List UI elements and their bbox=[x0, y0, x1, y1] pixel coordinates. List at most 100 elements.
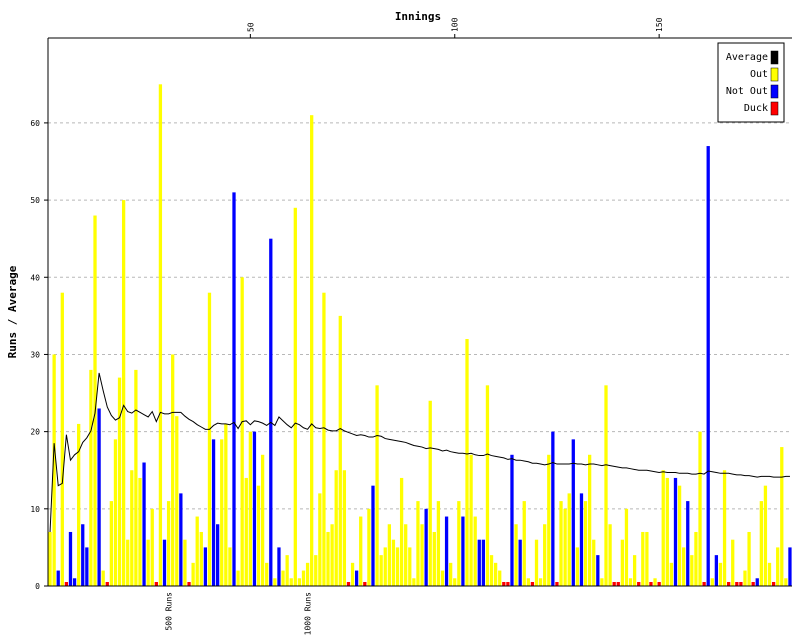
bar-innings-31 bbox=[171, 354, 175, 586]
bar-innings-134 bbox=[592, 539, 596, 586]
bar-innings-42 bbox=[216, 524, 220, 586]
y-tick-label-30: 30 bbox=[30, 350, 40, 359]
bar-innings-1 bbox=[48, 531, 52, 586]
bar-innings-97 bbox=[440, 570, 445, 586]
bar-innings-52 bbox=[256, 485, 261, 586]
bar-innings-167 bbox=[726, 582, 731, 586]
bar-innings-126 bbox=[559, 501, 563, 586]
bar-innings-117 bbox=[522, 501, 526, 586]
bar-innings-85 bbox=[391, 539, 396, 586]
bar-innings-101 bbox=[457, 501, 461, 586]
bar-innings-33 bbox=[179, 493, 183, 586]
bar-innings-112 bbox=[502, 582, 506, 586]
bar-innings-48 bbox=[240, 277, 244, 586]
bar-innings-160 bbox=[698, 431, 702, 586]
bar-innings-107 bbox=[481, 539, 486, 586]
y-tick-label-0: 0 bbox=[35, 582, 40, 591]
bar-innings-139 bbox=[612, 582, 616, 586]
bar-innings-99 bbox=[449, 562, 453, 586]
bar-innings-79 bbox=[367, 508, 371, 586]
bar-innings-164 bbox=[714, 555, 719, 586]
legend-label-out: Out bbox=[750, 69, 768, 80]
bar-innings-53 bbox=[260, 454, 265, 586]
bar-innings-86 bbox=[395, 547, 400, 586]
bar-innings-87 bbox=[399, 477, 404, 586]
bar-innings-77 bbox=[359, 516, 363, 586]
bar-innings-152 bbox=[665, 477, 669, 586]
y-tick-label-20: 20 bbox=[30, 428, 40, 437]
bar-innings-166 bbox=[722, 470, 727, 586]
bar-innings-174 bbox=[755, 578, 759, 586]
bar-innings-122 bbox=[543, 524, 547, 586]
bar-innings-91 bbox=[416, 501, 420, 586]
bar-innings-165 bbox=[718, 562, 723, 586]
legend-label-not-out: Not Out bbox=[726, 86, 768, 97]
legend-swatch-out bbox=[770, 67, 779, 82]
bar-innings-106 bbox=[477, 539, 481, 586]
bar-innings-100 bbox=[453, 578, 457, 586]
bar-innings-111 bbox=[498, 570, 502, 586]
bar-innings-105 bbox=[473, 516, 477, 586]
bar-innings-128 bbox=[567, 493, 571, 586]
bar-innings-36 bbox=[191, 562, 195, 586]
bar-innings-181 bbox=[784, 578, 788, 586]
bar-innings-171 bbox=[743, 570, 747, 586]
bar-innings-43 bbox=[220, 439, 224, 586]
bar-innings-121 bbox=[538, 578, 543, 586]
bar-innings-162 bbox=[706, 146, 710, 586]
bar-innings-30 bbox=[166, 501, 171, 586]
bar-innings-66 bbox=[314, 555, 318, 586]
bar-innings-60 bbox=[289, 578, 293, 586]
y-tick-label-50: 50 bbox=[30, 196, 40, 205]
bar-innings-38 bbox=[199, 531, 203, 586]
bar-innings-68 bbox=[322, 292, 326, 586]
bar-innings-140 bbox=[616, 582, 620, 586]
bar-innings-96 bbox=[436, 501, 441, 586]
bar-innings-90 bbox=[412, 578, 416, 586]
bar-innings-27 bbox=[154, 582, 158, 586]
bar-innings-147 bbox=[645, 531, 649, 586]
bar-innings-172 bbox=[747, 531, 751, 586]
bar-innings-170 bbox=[739, 582, 743, 586]
bar-innings-182 bbox=[788, 547, 792, 586]
bar-innings-50 bbox=[248, 431, 252, 586]
bar-innings-20 bbox=[126, 539, 130, 586]
bar-innings-83 bbox=[383, 547, 387, 586]
milestone-labels: 500 Runs 1000 Runs bbox=[165, 592, 313, 636]
bar-innings-89 bbox=[408, 547, 412, 586]
legend-swatch-average bbox=[770, 50, 779, 65]
bar-innings-46 bbox=[232, 192, 236, 586]
bar-innings-178 bbox=[771, 582, 776, 586]
bar-innings-157 bbox=[686, 501, 690, 586]
bar-innings-8 bbox=[77, 423, 81, 586]
milestone-label-1: 500 Runs bbox=[165, 592, 174, 631]
legend-swatch-not-out bbox=[770, 84, 779, 99]
bar-innings-176 bbox=[763, 485, 768, 586]
bar-innings-54 bbox=[265, 562, 269, 586]
bar-innings-113 bbox=[506, 582, 510, 586]
legend-swatch-duck bbox=[770, 101, 779, 116]
bar-innings-18 bbox=[117, 377, 122, 586]
bar-innings-76 bbox=[354, 570, 359, 586]
bar-innings-115 bbox=[514, 524, 518, 586]
bar-innings-71 bbox=[334, 470, 338, 586]
bar-innings-98 bbox=[444, 516, 449, 586]
bar-innings-51 bbox=[252, 431, 257, 586]
bar-innings-34 bbox=[183, 539, 187, 586]
bar-innings-19 bbox=[121, 200, 126, 586]
milestone-label-2: 1000 Runs bbox=[304, 592, 313, 636]
bar-innings-67 bbox=[318, 493, 322, 586]
bar-innings-104 bbox=[469, 454, 473, 586]
bar-innings-25 bbox=[146, 539, 150, 586]
bar-innings-28 bbox=[158, 84, 163, 586]
bar-innings-130 bbox=[575, 547, 580, 586]
bar-innings-69 bbox=[326, 531, 330, 586]
bar-innings-10 bbox=[85, 547, 89, 586]
bar-innings-2 bbox=[52, 354, 56, 586]
bar-innings-40 bbox=[207, 292, 212, 586]
bar-innings-110 bbox=[493, 562, 498, 586]
bar-innings-26 bbox=[150, 508, 154, 586]
bar-innings-108 bbox=[485, 385, 490, 586]
bar-innings-114 bbox=[510, 454, 514, 586]
bar-innings-32 bbox=[175, 416, 179, 586]
